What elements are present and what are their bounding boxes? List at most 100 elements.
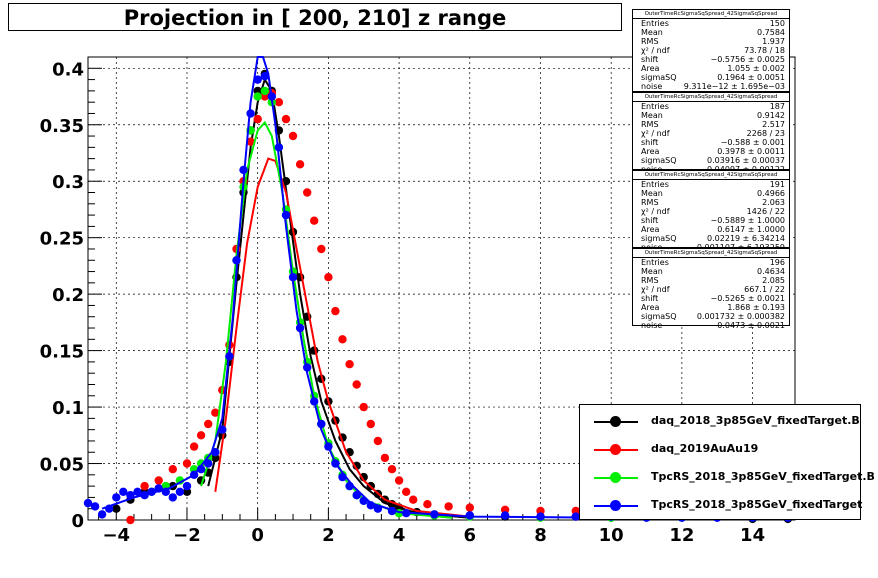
- y-tick-label: 0: [71, 511, 84, 532]
- stats-label: χ² / ndf: [641, 46, 670, 55]
- data-point: [90, 502, 100, 511]
- stats-box: OuterTimeRcSigmaSqSpread_42SigmaSqSpread…: [632, 92, 790, 174]
- stats-label: RMS: [641, 198, 659, 207]
- stats-value: 0.6147 ± 1.0000: [717, 225, 785, 234]
- y-tick-label: 0.35: [40, 116, 84, 137]
- stats-row: noise 9.311e−12 ± 1.695e−03: [633, 82, 789, 91]
- data-point: [536, 512, 545, 521]
- stats-value: 2.085: [762, 276, 785, 285]
- stats-value: 667.1 / 22: [744, 285, 785, 294]
- stats-label: sigmaSQ: [641, 156, 677, 165]
- stats-row: sigmaSQ 0.02219 ± 6.34214: [633, 234, 789, 243]
- data-point: [345, 360, 354, 369]
- stats-value: 9.311e−12 ± 1.695e−03: [683, 82, 785, 91]
- stats-label: Mean: [641, 189, 663, 198]
- x-tick-label: 14: [740, 525, 765, 546]
- stats-row: Mean 0.4966: [633, 189, 789, 198]
- stats-value: 0.4634: [757, 267, 785, 276]
- data-point: [295, 160, 305, 169]
- fit-curve: [214, 157, 470, 518]
- stats-value: 0.1964 ± 0.0051: [717, 73, 785, 82]
- data-point: [211, 408, 220, 417]
- legend-marker: [610, 416, 621, 427]
- data-point: [112, 493, 121, 502]
- stats-label: noise: [641, 321, 663, 330]
- data-point: [324, 442, 333, 451]
- stats-row: Mean 0.4634: [633, 267, 789, 276]
- x-tick-label: 0: [251, 525, 264, 546]
- data-point: [310, 216, 319, 225]
- data-point: [260, 72, 269, 81]
- stats-label: sigmaSQ: [641, 73, 677, 82]
- stats-box: OuterTimeRcSigmaSqSpread_42SigmaSqSpread…: [632, 170, 790, 252]
- stats-row: Area 1.055 ± 0.002: [633, 64, 789, 73]
- data-point: [423, 500, 432, 509]
- data-point: [409, 495, 418, 504]
- y-tick-label: 0.1: [52, 398, 84, 419]
- stats-label: Entries: [641, 258, 669, 267]
- stats-label: Mean: [641, 28, 663, 37]
- data-point: [430, 510, 439, 519]
- stats-value: 1.937: [762, 37, 785, 46]
- data-point: [366, 501, 375, 510]
- data-point: [97, 510, 107, 519]
- stats-label: Entries: [641, 19, 669, 28]
- stats-label: Entries: [641, 102, 669, 111]
- stats-label: χ² / ndf: [641, 129, 670, 138]
- stats-label: χ² / ndf: [641, 285, 670, 294]
- stats-value: 150: [769, 19, 785, 28]
- data-point: [373, 436, 383, 446]
- data-point: [232, 256, 241, 265]
- data-point: [246, 109, 255, 118]
- stats-value: 2268 / 23: [746, 129, 785, 138]
- legend-label: TpcRS_2018_3p85GeV_fixedTarget: [651, 498, 863, 511]
- data-point: [267, 92, 276, 101]
- data-point: [133, 487, 142, 496]
- stats-value: 73.78 / 18: [744, 46, 785, 55]
- stats-label: Area: [641, 64, 660, 73]
- stats-label: noise: [641, 82, 663, 91]
- stats-row: RMS 1.937: [633, 37, 789, 46]
- stats-label: Mean: [641, 111, 663, 120]
- data-point: [359, 496, 368, 505]
- x-axis: −4 −2 0 2 4 6 8 10 12 14: [98, 508, 789, 546]
- stats-box: OuterTimeRcSigmaSqSpread_42SigmaSqSpread…: [632, 248, 790, 330]
- data-point: [281, 210, 291, 220]
- stats-value: 0.03916 ± 0.00037: [707, 156, 785, 165]
- stats-label: Mean: [641, 267, 663, 276]
- data-point: [274, 143, 284, 152]
- data-point: [359, 402, 368, 412]
- stats-row: χ² / ndf 1426 / 22: [633, 207, 789, 216]
- y-tick-label: 0.2: [52, 285, 84, 306]
- data-point: [161, 487, 170, 496]
- legend-entry: daq_2018_3p85GeV_fixedTarget.B: [580, 408, 860, 436]
- stats-box-header: OuterTimeRcSigmaSqSpread_42SigmaSqSpread: [633, 10, 789, 19]
- data-point: [211, 448, 220, 457]
- data-point: [331, 459, 340, 468]
- y-axis: 0 0.05 0.1 0.15 0.2 0.25 0.3 0.35 0.4: [40, 59, 102, 532]
- stats-row: shift −0.5889 ± 1.0000: [633, 216, 789, 225]
- stats-label: shift: [641, 138, 659, 147]
- data-point: [288, 273, 298, 282]
- data-point: [168, 493, 177, 502]
- stats-label: Area: [641, 225, 660, 234]
- x-tick-label: 12: [669, 525, 694, 546]
- stats-row: noise 0.0473 ± 0.0021: [633, 321, 789, 330]
- stats-box-header: OuterTimeRcSigmaSqSpread_42SigmaSqSpread: [633, 249, 789, 258]
- stats-value: 0.4966: [757, 189, 785, 198]
- stats-value: 0.02219 ± 6.34214: [707, 234, 785, 243]
- data-point: [345, 481, 354, 491]
- stats-label: noise: [641, 165, 662, 174]
- data-point: [465, 503, 474, 512]
- legend-entry: daq_2019AuAu19: [580, 436, 860, 464]
- stats-label: shift: [641, 294, 659, 303]
- stats-label: noise: [641, 243, 662, 252]
- stats-value: 2.063: [762, 198, 785, 207]
- stats-row: RMS 2.063: [633, 198, 789, 207]
- data-point: [352, 491, 361, 500]
- data-point: [288, 131, 298, 141]
- x-tick-label: 10: [599, 525, 624, 546]
- y-tick-label: 0.4: [52, 59, 84, 80]
- stats-row: Entries 187: [633, 102, 789, 111]
- stats-label: sigmaSQ: [641, 234, 677, 243]
